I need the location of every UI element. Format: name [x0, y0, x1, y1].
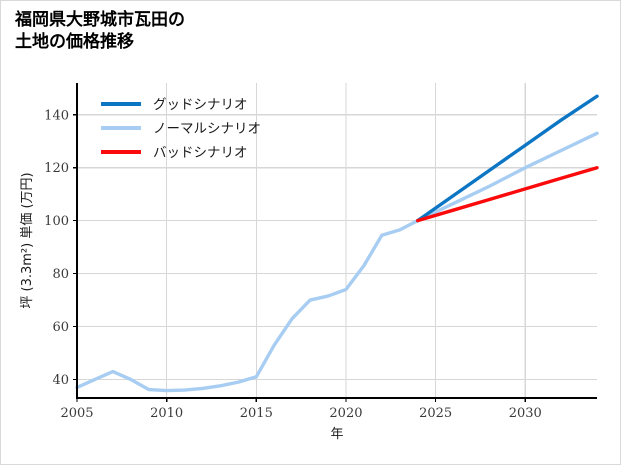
- series-line-グッドシナリオ: [415, 94, 599, 223]
- y-tick-label: 120: [44, 161, 69, 176]
- y-tick-label: 40: [52, 373, 69, 388]
- y-tick-label: 100: [44, 214, 69, 229]
- legend-label-good-scenario: グッドシナリオ: [153, 97, 248, 113]
- y-tick-label: 60: [52, 320, 69, 335]
- x-tick-label: 2025: [419, 406, 452, 421]
- series-line-バッドシナリオ: [415, 166, 599, 223]
- x-tick-label: 2030: [509, 406, 542, 421]
- page-title: 福岡県大野城市瓦田の 土地の価格推移: [15, 10, 185, 52]
- x-tick-label: 2005: [60, 406, 93, 421]
- x-axis-title: 年: [330, 427, 343, 442]
- legend-label-bad-scenario: バッドシナリオ: [153, 145, 248, 161]
- y-axis-title: 坪 (3.3m²) 単価 (万円): [19, 172, 35, 308]
- y-tick-label: 140: [44, 108, 69, 123]
- series-line-ノーマルシナリオ: [75, 131, 599, 393]
- x-tick-label: 2010: [150, 406, 183, 421]
- x-tick-label: 2020: [329, 406, 362, 421]
- legend-label-normal-scenario: ノーマルシナリオ: [153, 121, 261, 137]
- y-tick-label: 80: [52, 267, 69, 282]
- x-tick-label: 2015: [240, 406, 273, 421]
